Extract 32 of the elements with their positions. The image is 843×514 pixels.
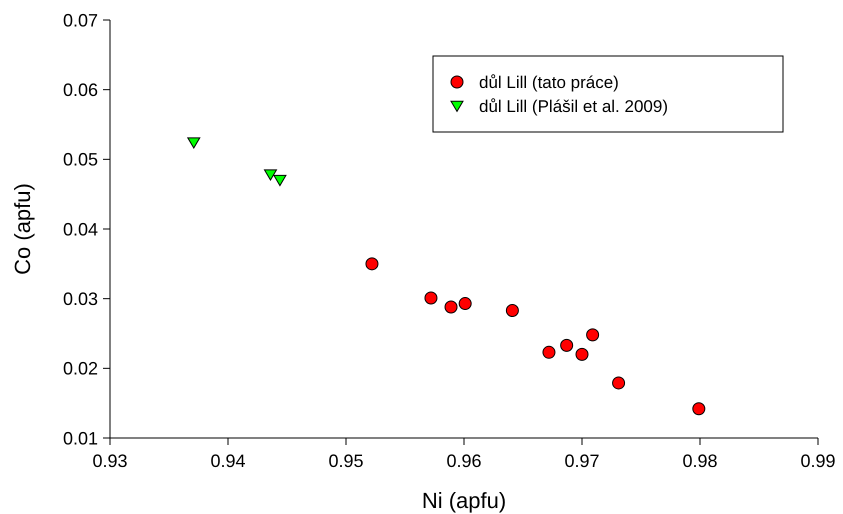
point [458, 297, 472, 310]
point [187, 137, 200, 149]
x-axis-title: Ni (apfu) [422, 488, 506, 513]
point [444, 300, 458, 314]
point [560, 338, 574, 352]
y-tick-label: 0.04 [62, 219, 98, 240]
y-tick-label: 0.05 [62, 150, 98, 170]
point [424, 291, 438, 304]
point [612, 376, 626, 390]
point [264, 169, 277, 181]
y-axis-title: Co (apfu) [10, 183, 35, 275]
x-tick-label: 0.98 [682, 451, 718, 471]
point [365, 257, 378, 270]
legend-label: důl Lill (tato práce) [479, 72, 619, 92]
x-tick-label: 0.95 [328, 451, 364, 471]
point [542, 346, 556, 359]
point [586, 328, 600, 342]
point [576, 348, 588, 361]
legend-label: důl Lill (Plášil et al. 2009) [479, 96, 668, 116]
x-tick-label: 0.96 [446, 451, 482, 471]
y-tick-label: 0.07 [62, 10, 98, 30]
y-tick-label: 0.02 [62, 358, 98, 379]
point [692, 402, 706, 416]
point [273, 174, 286, 186]
y-tick-label: 0.01 [62, 428, 98, 448]
y-tick-label: 0.03 [62, 288, 98, 309]
point [506, 304, 519, 318]
x-tick-label: 0.99 [800, 451, 836, 471]
x-tick-label: 0.94 [210, 451, 246, 471]
x-tick-label: 0.97 [564, 451, 600, 471]
x-tick-label: 0.93 [92, 451, 128, 471]
y-tick-label: 0.06 [62, 80, 98, 100]
